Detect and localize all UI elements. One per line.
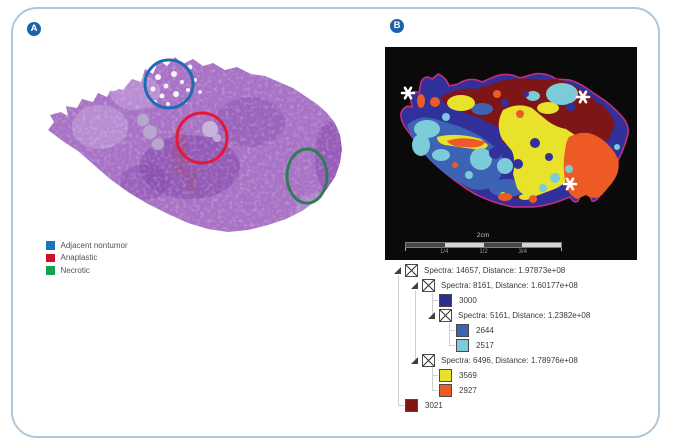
- legend-swatch: [46, 241, 55, 250]
- tree-row-label: 3000: [459, 296, 477, 305]
- asterisk-marker: [575, 90, 591, 104]
- tree-row-label: Spectra: 14657, Distance: 1.97873e+08: [424, 266, 566, 275]
- tree-row-label: 2927: [459, 386, 477, 395]
- tree-connector: [432, 363, 433, 390]
- scale-bar: [405, 242, 562, 248]
- tree-row-label: Spectra: 8161, Distance: 1.60177e+08: [441, 281, 578, 290]
- tree-connector: [449, 345, 455, 346]
- anaplastic-circle: [175, 111, 229, 165]
- checkbox-checked-icon[interactable]: [422, 354, 435, 367]
- tree-leaf-row[interactable]: 3569: [390, 368, 668, 383]
- panel-b-badge: B: [390, 19, 404, 33]
- cluster-color-chip: [456, 324, 469, 337]
- scale-bar-end-tick: [405, 248, 406, 251]
- tree-leaf-row[interactable]: 2644: [390, 323, 668, 338]
- legend-label: Necrotic: [60, 265, 90, 275]
- scale-bar-tick-label: 1/2: [479, 249, 488, 255]
- asterisk-marker: [562, 177, 578, 191]
- tree-connector: [432, 390, 438, 391]
- expand-arrow-slot: [411, 357, 422, 364]
- expand-arrow-icon[interactable]: [394, 267, 401, 274]
- scale-bar-end-tick: [561, 248, 562, 251]
- asterisk-marker: [400, 86, 416, 100]
- expand-arrow-icon[interactable]: [411, 357, 418, 364]
- tree-row-label: Spectra: 5161, Distance: 1.2382e+08: [458, 311, 591, 320]
- expand-arrow-slot: [394, 267, 405, 274]
- tree-row-label: 3569: [459, 371, 477, 380]
- tree-leaf-row[interactable]: 3021: [390, 398, 668, 413]
- checkbox-checked-icon[interactable]: [422, 279, 435, 292]
- scale-bar-segment: [444, 243, 484, 247]
- tree-row-label: 3021: [425, 401, 443, 410]
- scale-bar-segment: [483, 243, 523, 247]
- scale-bar-tick-label: 3/4: [518, 249, 527, 255]
- tree-leaf-row[interactable]: 3000: [390, 293, 668, 308]
- panel-a-badge: A: [27, 22, 41, 36]
- histology-tissue: [48, 57, 342, 232]
- tree-row-label: 2517: [476, 341, 494, 350]
- checkbox-checked-icon[interactable]: [405, 264, 418, 277]
- tree-connector: [449, 323, 450, 345]
- figure-border: [11, 7, 660, 438]
- legend-swatch: [46, 266, 55, 275]
- legend-item: Anaplastic: [46, 252, 128, 265]
- tree-node-row[interactable]: Spectra: 5161, Distance: 1.2382e+08: [390, 308, 668, 323]
- tree-leaf-row[interactable]: 2927: [390, 383, 668, 398]
- tree-node-row[interactable]: Spectra: 6496, Distance: 1.78976e+08: [390, 353, 668, 368]
- checkbox-checked-icon[interactable]: [439, 309, 452, 322]
- expand-arrow-slot: [411, 282, 422, 289]
- legend-item: Adjacent nontumor: [46, 239, 128, 252]
- scale-bar-tick-label: 1/4: [440, 249, 449, 255]
- scale-length-label: 2cm: [476, 232, 490, 239]
- tree-row-label: Spectra: 6496, Distance: 1.78976e+08: [441, 356, 578, 365]
- segmentation-image: 2cm 1/4 1/2 3/4: [385, 47, 637, 260]
- histology-image: [48, 57, 342, 232]
- adjacent-nontumor-circle: [143, 58, 195, 110]
- cluster-color-chip: [405, 399, 418, 412]
- cluster-color-chip: [456, 339, 469, 352]
- tree-connector: [432, 293, 433, 315]
- tree-node-row[interactable]: Spectra: 14657, Distance: 1.97873e+08: [390, 263, 668, 278]
- expand-arrow-icon[interactable]: [428, 312, 435, 319]
- cluster-color-chip: [439, 369, 452, 382]
- expand-arrow-slot: [428, 312, 439, 319]
- tree-connector: [398, 405, 405, 406]
- segmentation-map: [400, 72, 629, 208]
- legend: Adjacent nontumor Anaplastic Necrotic: [46, 239, 128, 277]
- tree-node-row[interactable]: Spectra: 8161, Distance: 1.60177e+08: [390, 278, 668, 293]
- legend-label: Anaplastic: [60, 253, 98, 263]
- tree-connector: [415, 291, 416, 361]
- legend-item: Necrotic: [46, 264, 128, 277]
- tree-row-label: 2644: [476, 326, 494, 335]
- necrotic-circle: [285, 147, 329, 205]
- cluster-color-chip: [439, 384, 452, 397]
- tree-connector: [449, 330, 455, 331]
- expand-arrow-icon[interactable]: [411, 282, 418, 289]
- tree-leaf-row[interactable]: 2517: [390, 338, 668, 353]
- tree-connector: [398, 276, 399, 406]
- legend-label: Adjacent nontumor: [60, 240, 128, 250]
- scale-bar-segment: [406, 243, 445, 247]
- cluster-tree: Spectra: 14657, Distance: 1.97873e+08 Spe…: [390, 263, 668, 418]
- scale-bar-segment: [522, 243, 561, 247]
- legend-swatch: [46, 253, 55, 262]
- panel-b-badge-letter: B: [393, 20, 401, 31]
- cluster-regions: [407, 78, 620, 203]
- panel-a-badge-letter: A: [30, 23, 38, 34]
- tree-connector: [432, 375, 438, 376]
- tree-connector: [432, 300, 438, 301]
- cluster-color-chip: [439, 294, 452, 307]
